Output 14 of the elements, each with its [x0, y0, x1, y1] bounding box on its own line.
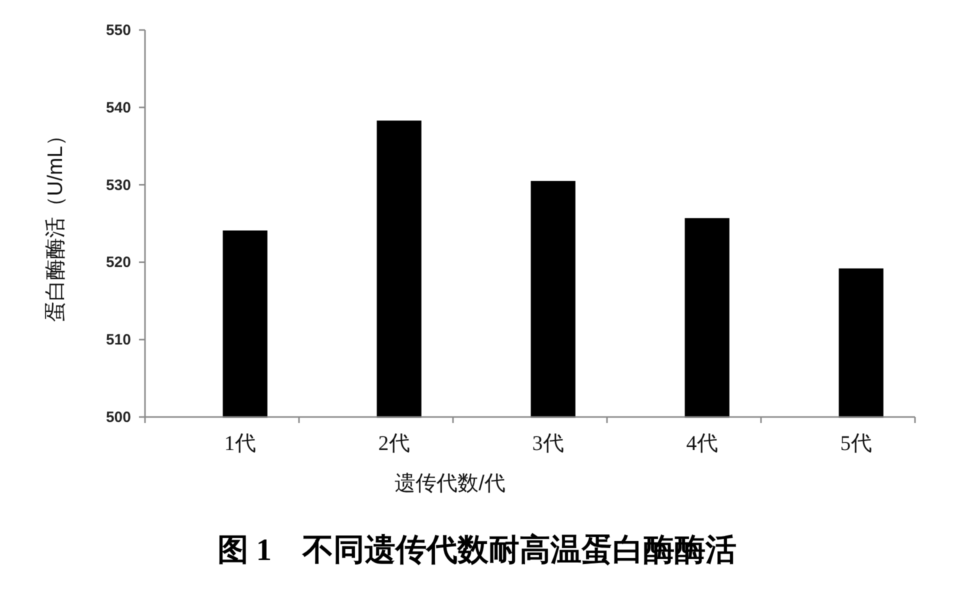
x-axis-title: 遗传代数/代	[394, 472, 506, 495]
y-tick-label: 540	[106, 99, 131, 116]
x-tick-label: 5代	[840, 431, 872, 455]
y-tick-label: 520	[106, 254, 131, 272]
x-tick-label: 3代	[532, 431, 564, 455]
x-tick-label: 2代	[378, 431, 410, 455]
text: 图 1 不同遗传代数耐高温蛋白酶酶活	[217, 532, 737, 567]
y-tick-label: 550	[106, 22, 131, 39]
x-tick-label: 4代	[686, 431, 718, 455]
y-axis-title: 蛋白酶酶活（U/mL）	[44, 124, 67, 322]
x-tick-label: 1代	[224, 431, 256, 455]
y-tick-label: 530	[106, 176, 131, 194]
y-tick-label: 510	[106, 332, 131, 349]
y-tick-label: 500	[106, 409, 131, 426]
